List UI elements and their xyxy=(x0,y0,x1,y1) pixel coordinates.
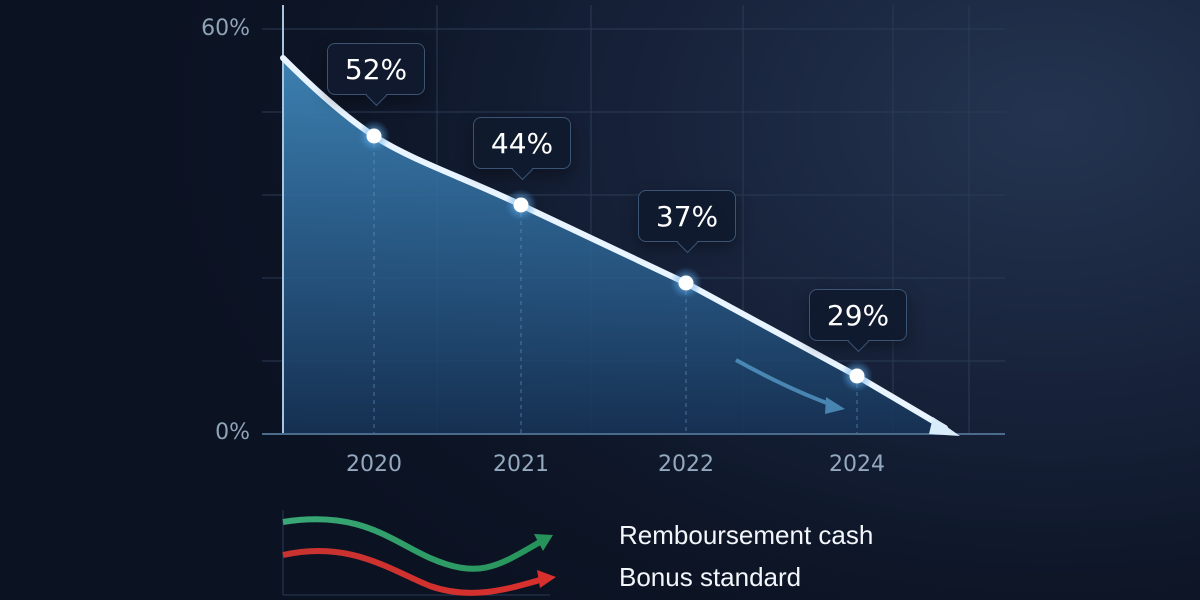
legend-green-arrow-icon xyxy=(534,534,553,551)
value-callout-2022: 37% xyxy=(638,190,736,242)
value-callout-2024: 29% xyxy=(809,289,907,341)
value-callout-2021: 44% xyxy=(473,117,571,169)
x-tick-label-2022: 2022 xyxy=(658,452,714,477)
x-tick-label-2021: 2021 xyxy=(493,452,549,477)
y-tick-label-top: 60% xyxy=(201,16,250,41)
legend-red-arrow-icon xyxy=(537,570,556,588)
line-end-arrow-icon xyxy=(929,417,960,436)
x-tick-label-2024: 2024 xyxy=(829,452,885,477)
legend-graphic xyxy=(282,510,556,596)
data-points xyxy=(358,120,873,392)
legend-label-bonus: Bonus standard xyxy=(619,562,802,592)
legend-green-curve xyxy=(282,516,542,572)
y-tick-label-bottom: 0% xyxy=(215,420,250,445)
x-tick-label-2020: 2020 xyxy=(346,452,402,477)
value-callout-2020: 52% xyxy=(327,43,425,95)
legend-label-cash: Remboursement cash xyxy=(619,520,874,550)
legend-red-curve xyxy=(282,548,541,596)
trend-arrow-icon xyxy=(735,358,845,414)
